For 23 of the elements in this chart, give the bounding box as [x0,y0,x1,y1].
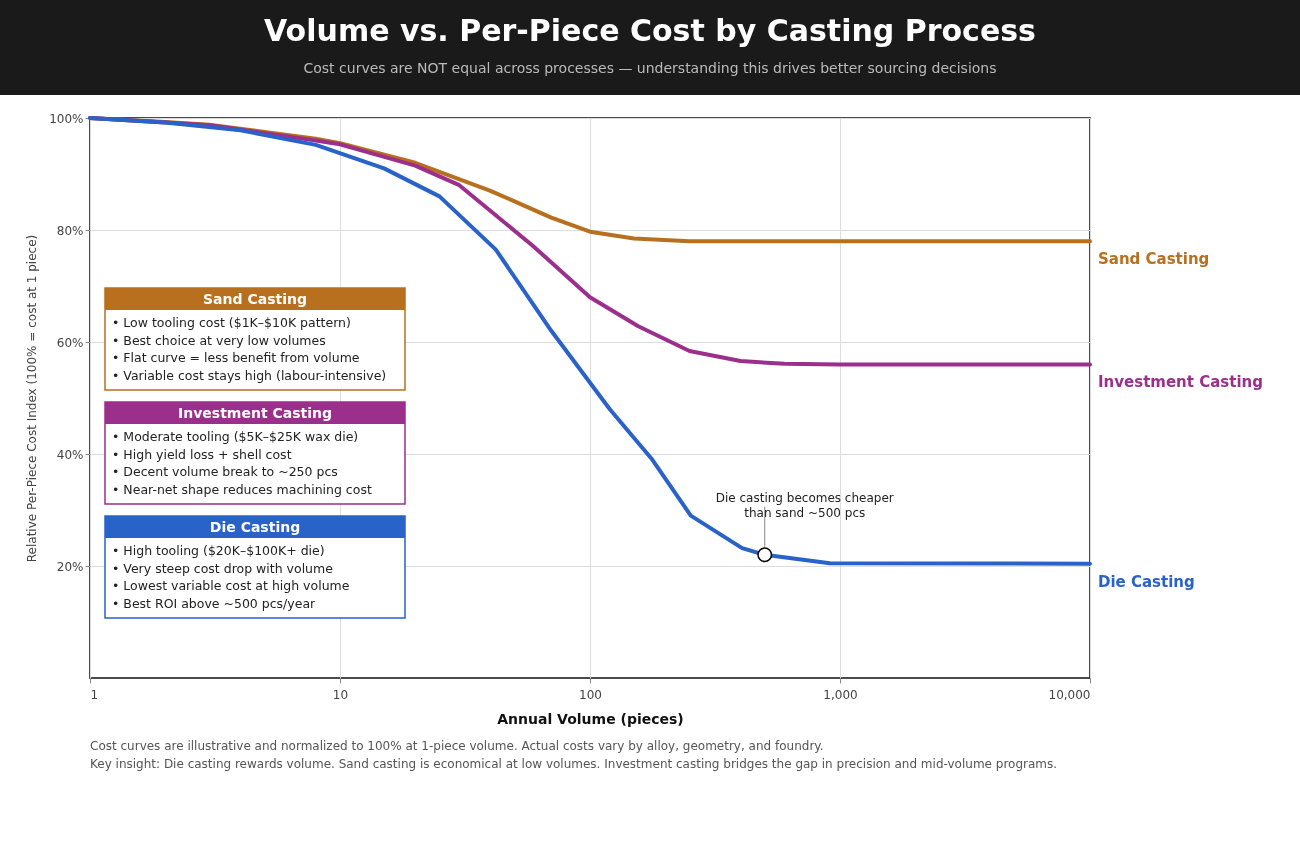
x-tick-label: 10,000 [1048,687,1091,702]
y-tick-label: 80% [56,223,84,238]
annotation: Investment Casting • Moderate tooling ($5K–$25K wax die) • High yield loss + shell cost • Decent volume break to ~250 pcs • Near-net shape reduces machining cost [112,405,372,497]
y-tick-label: 20% [56,559,84,574]
annotation: Die Casting • High tooling ($20K–$100K+ die) • Very steep cost drop with volume • Lowest variable cost at high volume • Best ROI above ~500 pcs/year [112,519,350,611]
chart-title: Volume vs. Per-Piece Cost by Casting Process [264,13,1036,48]
text: Key insight: Die casting rewards volume. Sand casting is economical at low volumes. Investment casting bridges the gap in precision and mid-volume programs. [90,757,1058,771]
x-axis-title: Annual Volume (pieces) [497,710,684,727]
series-label: Die Casting [1098,572,1195,591]
x-tick-label: 1,000 [823,687,858,702]
y-tick-label: 60% [56,335,84,350]
y-tick-label: 100% [49,111,84,126]
x-tick-label: 10 [332,687,349,702]
annotation: Sand Casting • Low tooling cost ($1K–$10K pattern) • Best choice at very low volumes • Flat curve = less benefit from volume • Variable cost stays high (labour-intensive) [112,291,387,383]
y-tick-label: 40% [56,447,84,462]
x-tick-label: 1 [90,687,99,702]
series-label: Investment Casting [1098,373,1263,392]
chart-subtitle: Cost curves are NOT equal across processes — understanding this drives better sourcing decisions [303,60,997,76]
y-axis-title: Relative Per-Piece Cost Index (100% = cost at 1 piece) [25,234,40,563]
series-label: Sand Casting [1098,250,1210,269]
text: Cost curves are illustrative and normalized to 100% at 1-piece volume. Actual costs vary by alloy, geometry, and foundry. [90,739,824,753]
annotation: Die casting becomes cheaper than sand ~500 pcs [715,490,894,520]
x-tick-label: 100 [579,687,602,702]
